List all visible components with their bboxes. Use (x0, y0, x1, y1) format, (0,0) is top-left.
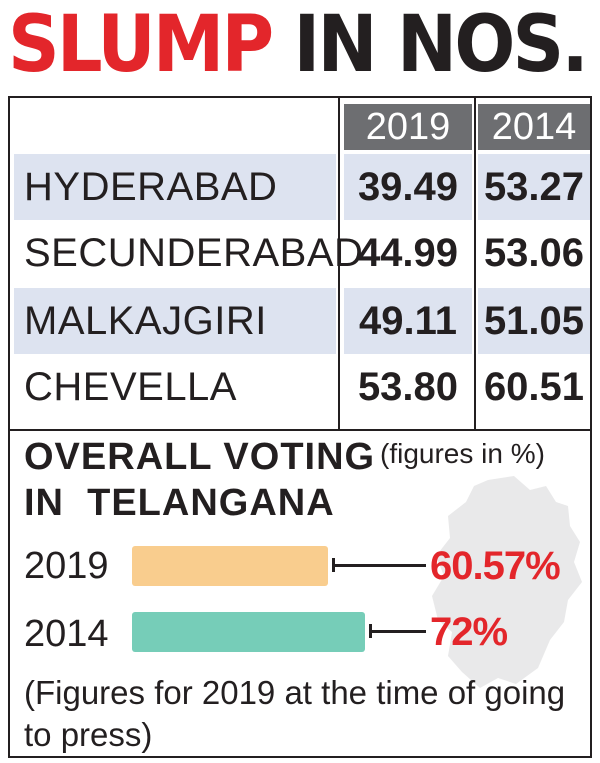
leader-line-2019 (334, 564, 426, 567)
value-2019: 53.80 (357, 365, 459, 409)
bar-value-2019: 60.57% (430, 544, 561, 588)
bar-label-2014: 2014 (24, 613, 109, 655)
overall-title-line1: OVERALL VOTING (24, 436, 376, 478)
table-row: CHEVELLA 53.80 60.51 (10, 354, 590, 420)
bar-2019 (132, 546, 328, 586)
bar-2014 (132, 612, 365, 652)
value-2019: 49.11 (344, 288, 472, 354)
value-2019: 44.99 (357, 231, 459, 275)
bar-label-2019: 2019 (24, 545, 109, 587)
leader-tick-2014 (369, 624, 372, 638)
headline: SLUMP IN NOS. (8, 0, 589, 90)
row-label: CHEVELLA (24, 365, 237, 409)
table-row: MALKAJGIRI 49.11 51.05 (10, 288, 590, 354)
overall-title-line2: IN TELANGANA (24, 482, 335, 524)
column-header-2014: 2014 (478, 104, 590, 150)
value-2014: 53.06 (483, 231, 585, 275)
row-label: HYDERABAD (14, 154, 336, 220)
data-panel: 2019 2014 HYDERABAD 39.49 53.27 SECUNDER… (8, 96, 592, 758)
row-label: MALKAJGIRI (14, 288, 336, 354)
value-2019: 39.49 (344, 154, 472, 220)
figures-note: (figures in %) (380, 438, 545, 469)
section-divider (10, 429, 590, 431)
overall-voting-title: OVERALL VOTING IN TELANGANA (24, 434, 375, 526)
column-divider (338, 98, 340, 431)
value-2014: 60.51 (483, 365, 585, 409)
row-label: SECUNDERABAD (24, 231, 364, 275)
leader-tick-2019 (332, 558, 335, 572)
telangana-map-icon (432, 476, 582, 688)
value-2014: 51.05 (478, 288, 590, 354)
footnote: (Figures for 2019 at the time of going t… (24, 674, 566, 753)
column-header-2019: 2019 (344, 104, 472, 150)
table-row: HYDERABAD 39.49 53.27 (10, 154, 590, 220)
leader-line-2014 (371, 630, 426, 633)
value-2014: 53.27 (478, 154, 590, 220)
column-divider (474, 98, 476, 431)
headline-in-nos: IN NOS. (293, 0, 589, 90)
table-row: SECUNDERABAD 44.99 53.06 (10, 220, 590, 286)
bar-value-2014: 72% (430, 610, 508, 654)
headline-slump: SLUMP (8, 0, 274, 90)
